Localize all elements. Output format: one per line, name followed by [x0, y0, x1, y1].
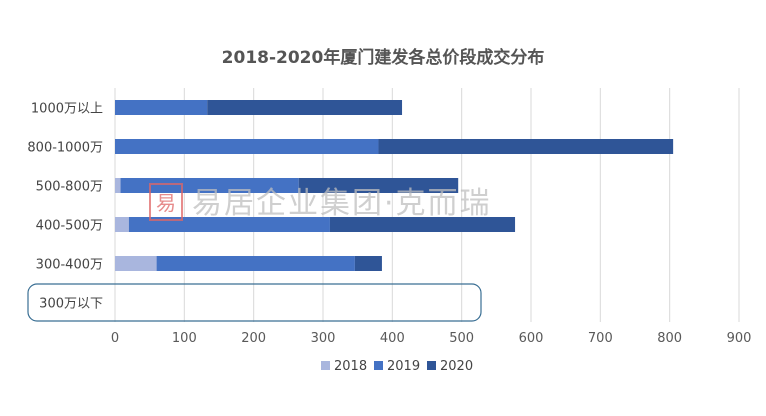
bar-2020 [378, 139, 674, 154]
legend-label-2018: 2018 [334, 359, 367, 374]
category-label: 300万以下 [39, 297, 103, 312]
watermark-logo-glyph: 易 [156, 191, 176, 215]
legend: 2018 2019 2020 [321, 359, 473, 374]
x-tick-labels: 0 100 200 300 400 500 600 700 800 900 [111, 331, 752, 346]
legend-swatch-2018 [321, 361, 330, 370]
bar-2018 [115, 178, 121, 193]
bar-2019 [156, 256, 355, 271]
category-label: 500-800万 [36, 180, 103, 195]
gridlines [114, 88, 740, 322]
x-tick-900: 900 [727, 331, 752, 346]
x-tick-700: 700 [588, 331, 613, 346]
watermark: 易 易居企业集团·克而瑞 [149, 183, 492, 221]
category-label: 1000万以上 [31, 102, 103, 117]
bar-2020 [354, 256, 382, 271]
bar-2019 [120, 178, 299, 193]
bar-2018 [115, 256, 157, 271]
x-tick-0: 0 [111, 331, 119, 346]
x-tick-200: 200 [241, 331, 266, 346]
x-tick-100: 100 [172, 331, 197, 346]
category-label: 800-1000万 [27, 141, 103, 156]
watermark-text: 易居企业集团·克而瑞 [192, 186, 492, 221]
bar-2020 [329, 217, 516, 232]
watermark-logo [149, 183, 183, 221]
legend-swatch-2019 [374, 361, 383, 370]
bars [115, 100, 674, 271]
bar-2020 [298, 178, 459, 193]
bar-2019 [115, 139, 379, 154]
legend-label-2019: 2019 [387, 359, 420, 374]
highlight-box [27, 283, 482, 322]
category-labels: 1000万以上 800-1000万 500-800万 400-500万 300-400万… [27, 102, 103, 312]
category-label: 400-500万 [36, 219, 103, 234]
x-tick-400: 400 [380, 331, 405, 346]
category-label: 300-400万 [36, 258, 103, 273]
chart-title: 2018-2020年厦门建发各总价段成交分布 [222, 47, 545, 68]
legend-swatch-2020 [427, 361, 436, 370]
x-tick-300: 300 [311, 331, 336, 346]
x-tick-600: 600 [519, 331, 544, 346]
bar-2019 [115, 100, 208, 115]
x-tick-500: 500 [449, 331, 474, 346]
legend-label-2020: 2020 [440, 359, 473, 374]
bar-2018 [115, 217, 129, 232]
x-tick-800: 800 [657, 331, 682, 346]
bar-2020 [207, 100, 403, 115]
